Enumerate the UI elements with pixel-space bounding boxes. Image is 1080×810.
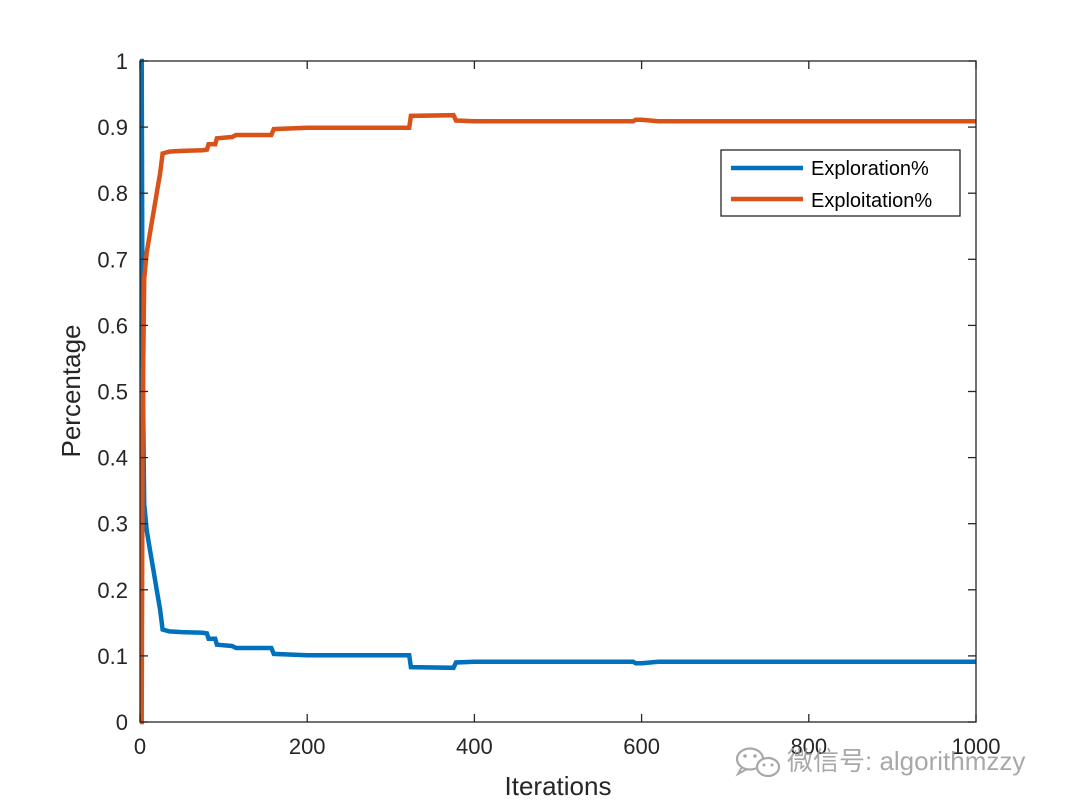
y-axis-title: Percentage — [56, 325, 86, 458]
y-tick-label: 0.9 — [97, 115, 128, 140]
x-tick-label: 0 — [134, 734, 146, 759]
legend: Exploration% Exploitation% — [720, 149, 961, 217]
y-tick-label: 0.8 — [97, 181, 128, 206]
legend-box — [720, 149, 961, 217]
watermark: 微信号: algorithmzzy — [735, 746, 1025, 778]
x-tick-label: 1000 — [952, 734, 1001, 759]
x-tick-label: 600 — [623, 734, 660, 759]
y-tick-label: 0.2 — [97, 578, 128, 603]
y-tick-label: 1 — [116, 49, 128, 74]
series-layer — [139, 58, 976, 725]
wechat-icon — [735, 747, 781, 778]
y-tick-label: 0.3 — [97, 512, 128, 537]
legend-label-exploitation: Exploitation% — [811, 190, 932, 212]
y-tick-label: 0 — [116, 710, 128, 735]
x-axis-title: Iterations — [505, 771, 612, 801]
x-tick-label: 200 — [289, 734, 326, 759]
y-tick-label: 0.4 — [97, 446, 128, 471]
y-tick-label: 0.7 — [97, 247, 128, 272]
y-tick-label: 0.6 — [97, 313, 128, 338]
watermark-text: 微信号: algorithmzzy — [787, 746, 1025, 776]
x-tick-label: 400 — [456, 734, 493, 759]
legend-label-exploration: Exploration% — [811, 158, 929, 180]
series-line-exploitation — [139, 112, 976, 725]
x-tick-label: 800 — [790, 734, 827, 759]
y-tick-label: 0.1 — [97, 644, 128, 669]
tick-layer: 0 200 400 600 800 1000 0 0.1 0.2 0.3 0.4 0.5 0.6 0.7 0… — [97, 49, 1000, 759]
y-tick-label: 0.5 — [97, 380, 128, 405]
series-line-exploration — [139, 58, 976, 671]
